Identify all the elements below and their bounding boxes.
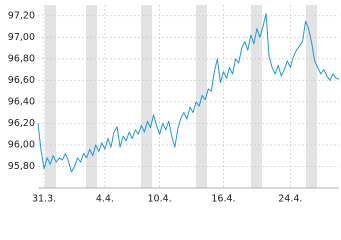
weekend-band (251, 5, 262, 188)
x-tick-label: 16.4. (211, 194, 235, 205)
weekend-band (306, 5, 317, 188)
y-tick-label: 97,20 (8, 10, 35, 21)
x-tick-label: 4.4. (96, 194, 114, 205)
weekend-band (86, 5, 97, 188)
x-tick-label: 31.3. (32, 194, 56, 205)
weekend-band (141, 5, 152, 188)
y-tick-label: 96,60 (8, 75, 35, 86)
y-tick-label: 97,00 (8, 32, 35, 43)
chart: 95,80 96,00 96,20 96,40 96,60 96,80 97,00 97,20… (8, 5, 340, 205)
x-tick-label: 24.4. (278, 194, 302, 205)
y-tick-label: 96,80 (8, 53, 35, 64)
y-tick-label: 96,00 (8, 139, 35, 150)
x-tick-label: 10.4. (148, 194, 172, 205)
weekend-bands (45, 5, 317, 188)
y-tick-label: 96,20 (8, 118, 35, 129)
weekend-band (45, 5, 56, 188)
y-tick-label: 95,80 (8, 161, 35, 172)
y-tick-label: 96,40 (8, 96, 35, 107)
price-line (37, 13, 340, 173)
